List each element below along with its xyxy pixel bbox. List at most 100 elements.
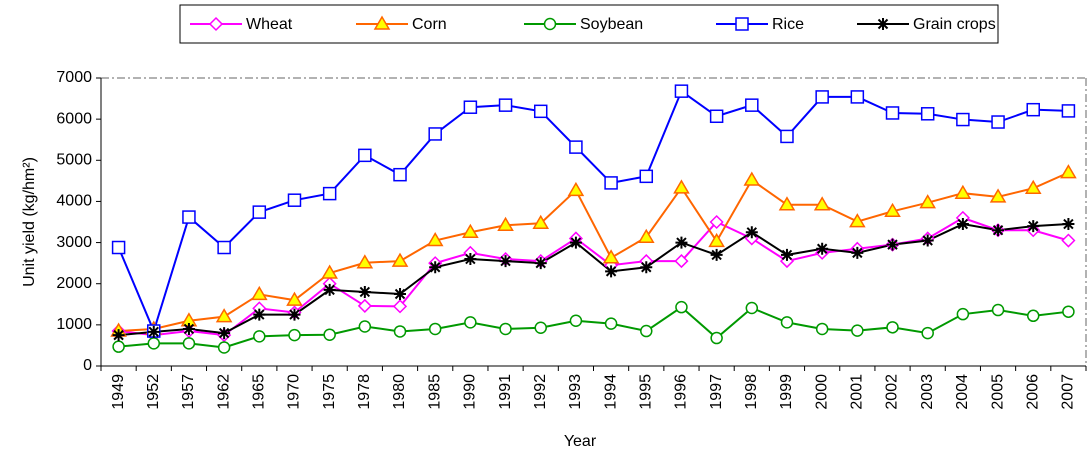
legend-label: Rice [772, 16, 804, 33]
marker-circle [1026, 309, 1040, 323]
marker-triangle [778, 196, 796, 211]
x-tick-label: 2004 [954, 374, 971, 410]
legend-label: Soybean [580, 16, 643, 33]
marker-square [815, 90, 829, 104]
marker-asterisk [358, 285, 371, 298]
x-tick-label: 2007 [1060, 374, 1077, 410]
marker-diamond [392, 299, 408, 314]
marker-asterisk [877, 18, 889, 30]
marker-circle [1062, 305, 1075, 318]
x-tick-label: 1949 [110, 374, 127, 410]
marker-square [428, 127, 442, 141]
x-tick-label: 1978 [356, 374, 373, 410]
x-tick-label: 2003 [919, 374, 936, 410]
marker-asterisk [1027, 220, 1040, 233]
marker-triangle [919, 194, 937, 209]
marker-asterisk [886, 238, 899, 251]
marker-circle [991, 303, 1005, 317]
marker-triangle [1060, 164, 1077, 179]
marker-square [956, 112, 970, 127]
marker-square [393, 167, 407, 182]
x-axis-label: Year [564, 433, 597, 450]
marker-circle [569, 314, 583, 327]
marker-circle [323, 328, 336, 341]
x-tick-label: 1957 [180, 374, 197, 410]
x-tick-label: 1993 [567, 374, 584, 410]
x-tick-label: 1994 [602, 374, 619, 410]
x-tick-label: 1990 [462, 374, 479, 410]
marker-circle [956, 307, 970, 321]
marker-triangle [321, 264, 338, 279]
marker-circle [464, 316, 477, 329]
legend-label: Wheat [246, 16, 293, 33]
marker-asterisk [534, 257, 547, 270]
marker-asterisk [569, 236, 582, 249]
x-tick-label: 1970 [286, 374, 303, 410]
marker-square [735, 17, 749, 31]
marker-square [745, 98, 759, 112]
marker-triangle [954, 184, 972, 199]
y-tick-label: 3000 [56, 234, 92, 251]
marker-triangle [989, 188, 1007, 203]
marker-asterisk [605, 265, 618, 278]
x-tick-label: 2002 [884, 374, 901, 410]
marker-triangle [1024, 179, 1042, 195]
marker-circle [182, 337, 196, 350]
marker-asterisk [780, 248, 793, 261]
marker-circle [288, 328, 301, 342]
y-tick-label: 2000 [56, 275, 92, 292]
y-tick-label: 6000 [56, 110, 92, 127]
marker-square [252, 205, 267, 219]
marker-circle [534, 321, 547, 334]
x-tick-label: 1980 [391, 374, 408, 410]
marker-asterisk [992, 224, 1005, 237]
x-tick-label: 1997 [708, 374, 725, 410]
marker-triangle [532, 214, 550, 229]
x-tick-label: 1952 [145, 374, 162, 410]
marker-asterisk [253, 308, 266, 321]
marker-square [604, 176, 618, 190]
marker-asterisk [147, 325, 160, 338]
x-tick-label: 2005 [989, 374, 1006, 410]
marker-diamond [357, 298, 372, 313]
marker-square [217, 240, 231, 255]
marker-diamond [674, 254, 689, 269]
marker-diamond [1061, 233, 1076, 248]
x-tick-label: 1999 [778, 374, 795, 410]
marker-circle [815, 322, 829, 336]
marker-square [498, 98, 513, 112]
marker-triangle [215, 308, 233, 323]
series-line [118, 216, 1069, 337]
marker-circle [710, 331, 723, 345]
marker-asterisk [710, 248, 723, 261]
marker-circle [499, 322, 512, 336]
x-tick-label: 1985 [426, 374, 443, 410]
marker-square [1026, 102, 1040, 117]
marker-asterisk [429, 261, 442, 274]
x-tick-label: 2000 [813, 374, 830, 410]
x-tick-label: 1962 [215, 374, 232, 410]
x-tick-label: 1975 [321, 374, 338, 410]
series-line [118, 223, 1069, 337]
marker-square [111, 240, 126, 255]
marker-circle [112, 340, 125, 353]
marker-circle [543, 17, 557, 31]
marker-asterisk [745, 226, 758, 239]
marker-circle [851, 324, 864, 337]
x-tick-label: 1995 [637, 374, 654, 410]
marker-circle [886, 321, 899, 334]
marker-circle [393, 325, 407, 338]
marker-triangle [462, 223, 479, 239]
marker-circle [217, 341, 231, 354]
marker-asterisk [851, 246, 864, 259]
series-line [117, 89, 1069, 334]
marker-circle [780, 316, 794, 329]
marker-circle [921, 326, 934, 340]
marker-triangle [884, 202, 901, 218]
marker-square [639, 169, 654, 184]
marker-triangle [813, 196, 831, 211]
marker-square [780, 129, 794, 144]
y-tick-label: 1000 [56, 316, 92, 333]
y-tick-label: 5000 [56, 152, 92, 169]
